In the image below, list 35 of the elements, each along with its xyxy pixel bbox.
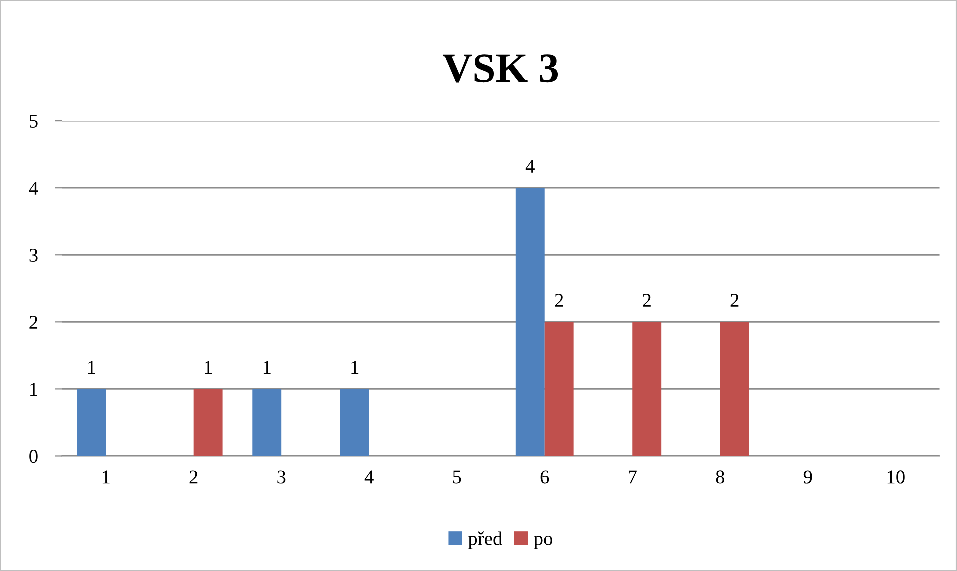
data-label: 2 <box>730 294 739 307</box>
bar <box>77 389 106 456</box>
chart-title: VSK 3 <box>443 54 558 83</box>
x-tick-label: 2 <box>190 470 198 484</box>
x-tick-label: 3 <box>278 470 286 484</box>
data-label: 1 <box>264 361 271 374</box>
y-tick-label: 1 <box>30 383 38 396</box>
bar <box>544 322 574 456</box>
data-label: 2 <box>555 294 564 307</box>
bar <box>632 322 662 456</box>
data-label: 1 <box>352 361 359 374</box>
data-label: 2 <box>643 294 651 307</box>
data-label: 1 <box>88 361 96 374</box>
y-tick-label: 4 <box>29 182 38 195</box>
y-tick-label: 2 <box>30 316 38 329</box>
x-tick-label: 10 <box>888 470 905 484</box>
bar <box>252 389 282 456</box>
legend-label: před <box>468 532 502 550</box>
x-tick-label: 6 <box>540 470 550 484</box>
y-tick-label: 5 <box>30 115 38 128</box>
x-tick-label: 1 <box>102 470 110 484</box>
bar <box>516 188 545 456</box>
bar <box>720 322 750 456</box>
bar <box>340 389 370 456</box>
y-tick-label: 3 <box>30 248 38 262</box>
x-tick-label: 8 <box>716 470 724 484</box>
data-label: 4 <box>526 160 535 173</box>
x-tick-label: 5 <box>453 470 462 484</box>
data-label: 1 <box>205 361 212 374</box>
x-tick-label: 9 <box>804 470 812 484</box>
bar <box>194 389 223 456</box>
legend-label: po <box>534 536 553 550</box>
y-tick-label: 0 <box>30 450 38 464</box>
x-tick-label: 4 <box>364 470 374 484</box>
x-tick-label: 7 <box>629 470 637 484</box>
